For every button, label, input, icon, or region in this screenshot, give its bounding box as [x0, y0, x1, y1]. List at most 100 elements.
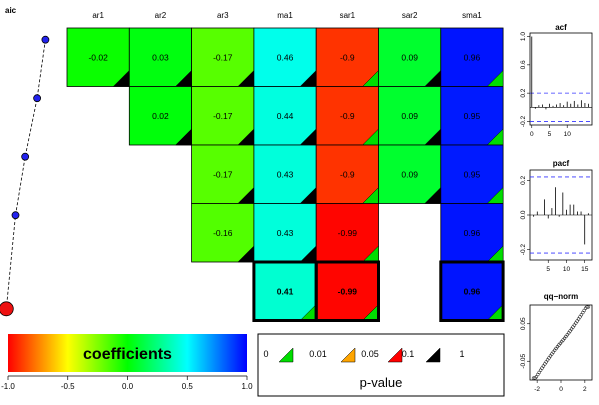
p-value-break: 1: [459, 349, 464, 359]
cell-value: 0.41: [277, 286, 294, 296]
qq-y-tick-label: -0.05: [520, 353, 527, 368]
pacf-y-tick-label: -0.2: [520, 244, 527, 256]
cell-value: 0.03: [152, 52, 169, 62]
qq-point: [581, 310, 585, 315]
heatmap-cell: [315, 203, 379, 263]
heatmap-cell: [191, 144, 255, 204]
heatmap-cell: [253, 144, 317, 204]
pacf-panel: pacf -0.2 0.0 0.2 5 10 15: [520, 159, 593, 273]
aic-panel: aic: [0, 6, 50, 317]
heatmap-cell: [128, 86, 193, 146]
qq-title: qq−norm: [544, 292, 578, 301]
column-label-ar3: ar3: [217, 11, 229, 20]
heatmap-cell: [315, 144, 379, 204]
cell-value: 0.96: [464, 228, 481, 238]
acf-x-tick-label: 0: [530, 131, 534, 138]
column-label-ma1: ma1: [277, 11, 293, 20]
qq-x-tick-label: 0: [559, 386, 563, 393]
colorbar-label: coefficients: [83, 346, 172, 363]
aic-point: [0, 301, 14, 317]
heatmap-cell: [440, 144, 504, 204]
heatmap-cell: [440, 27, 504, 87]
cell-value: -0.99: [338, 228, 358, 238]
heatmap-cell: [440, 203, 504, 263]
p-value-break: 0.1: [402, 349, 415, 359]
heatmap-cell: [315, 27, 379, 87]
cell-value: -0.17: [213, 169, 233, 179]
p-value-break: 0.05: [361, 349, 379, 359]
acf-y-tick-label: -0.2: [520, 115, 527, 127]
cell-value: 0.95: [464, 111, 481, 121]
aic-point: [21, 152, 30, 161]
p-value-swatch: [340, 347, 356, 363]
column-label-sma1: sma1: [462, 11, 482, 20]
column-label-ar2: ar2: [155, 11, 167, 20]
colorbar-fill: [8, 334, 247, 372]
cell-value: 0.02: [152, 111, 169, 121]
pacf-x-tick-label: 15: [581, 266, 589, 273]
coefficient-colorbar: coefficients -1.0 -0.5 0.0 0.5 1.0: [1, 334, 253, 391]
p-value-legend: 0 0.01 0.05 0.1 1 p-value: [257, 333, 505, 397]
qq-point: [585, 305, 589, 309]
p-value-swatch: [425, 347, 441, 363]
column-label-sar1: sar1: [340, 11, 356, 20]
acf-x-tick-label: 10: [564, 131, 572, 138]
acf-y-tick-label: 1.0: [520, 32, 527, 41]
acf-frame: [529, 32, 593, 126]
cell-value: 0.44: [277, 111, 294, 121]
pacf-x-tick-label: 10: [563, 266, 571, 273]
pacf-y-tick-label: 0.0: [520, 210, 527, 219]
cell-value: 0.95: [464, 169, 481, 179]
column-label-ar1: ar1: [92, 11, 104, 20]
cell-value: 0.96: [464, 52, 481, 62]
aic-title: aic: [5, 6, 17, 15]
qq-frame: [529, 304, 593, 381]
colorbar-tick-label: -1.0: [1, 382, 15, 391]
qq-point: [540, 366, 544, 370]
cell-value: -0.9: [340, 111, 355, 121]
cell-value: -0.99: [338, 286, 358, 296]
p-value-legend-box: [257, 333, 505, 397]
colorbar-tick-label: 1.0: [241, 382, 253, 391]
colorbar-tick-label: 0.5: [182, 382, 194, 391]
p-value-break: 0: [263, 349, 268, 359]
qq-x-tick-label: -2: [534, 386, 540, 393]
p-value-break: 0.01: [309, 349, 327, 359]
cell-value: 0.96: [464, 286, 481, 296]
p-value-swatch: [387, 347, 403, 363]
acf-panel: acf -0.2 0.2 0.6 1.0 0 5 10: [520, 23, 593, 138]
heatmap-cell: [253, 27, 317, 87]
cell-value: 0.09: [401, 111, 418, 121]
qq-point: [586, 305, 591, 309]
aic-line: [5, 39, 46, 309]
cell-value: -0.9: [340, 169, 355, 179]
aic-point: [41, 35, 50, 44]
heatmap-cell: [378, 27, 442, 87]
pacf-x-tick-label: 5: [546, 266, 550, 273]
cell-value: 0.09: [401, 169, 418, 179]
coefficient-heatmap: ar1 ar2 ar3 ma1 sar1 sar2 sma1 -0.02 0.03 -0.17 0.…: [66, 11, 505, 322]
cell-value: -0.9: [340, 52, 355, 62]
qq-point: [582, 308, 586, 313]
colorbar-tick-label: 0.0: [122, 382, 134, 391]
heatmap-cell: [378, 144, 442, 204]
heatmap-cell: [191, 86, 255, 146]
qq-point: [538, 368, 543, 373]
cell-value: 0.43: [277, 228, 294, 238]
acf-y-tick-label: 0.2: [520, 88, 527, 97]
pacf-y-tick-label: 0.2: [520, 175, 527, 184]
p-value-title: p-value: [360, 375, 403, 390]
heatmap-cell: [253, 261, 317, 321]
qq-point: [536, 372, 540, 377]
cell-value: 0.09: [401, 52, 418, 62]
acf-title: acf: [555, 23, 567, 32]
best-model-outline: [314, 260, 381, 322]
qq-point: [579, 312, 584, 317]
cell-value: 0.46: [277, 52, 294, 62]
cell-value: -0.17: [213, 111, 233, 121]
aic-point: [33, 94, 42, 103]
qq-x-tick-label: 2: [583, 386, 587, 393]
cell-value: -0.17: [213, 52, 233, 62]
p-value-swatch: [278, 347, 294, 363]
